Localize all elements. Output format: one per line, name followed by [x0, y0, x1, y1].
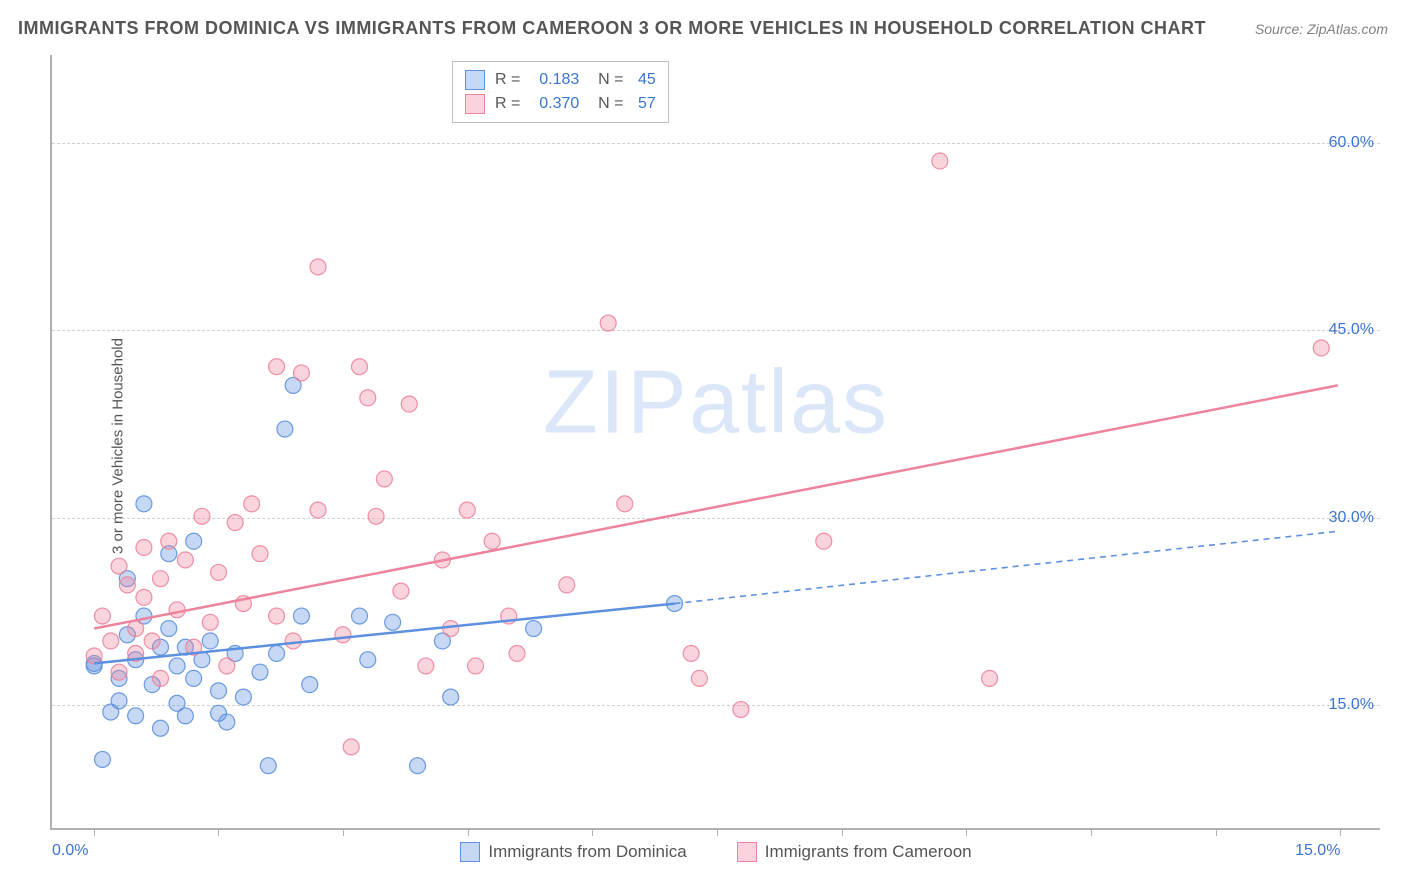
- x-tick: [218, 828, 219, 836]
- x-tick-label: 0.0%: [52, 842, 88, 860]
- chart-header: IMMIGRANTS FROM DOMINICA VS IMMIGRANTS F…: [18, 18, 1388, 39]
- x-tick: [966, 828, 967, 836]
- swatch-pink-icon: [737, 842, 757, 862]
- x-tick: [592, 828, 593, 836]
- x-tick: [1340, 828, 1341, 836]
- swatch-blue-icon: [465, 70, 485, 90]
- chart-title: IMMIGRANTS FROM DOMINICA VS IMMIGRANTS F…: [18, 18, 1206, 39]
- r-value-dominica: 0.183: [539, 68, 579, 92]
- legend-item-cameroon: Immigrants from Cameroon: [737, 842, 972, 862]
- r-label: R =: [495, 92, 529, 116]
- n-label: N =: [589, 68, 628, 92]
- x-tick: [842, 828, 843, 836]
- n-value-cameroon: 57: [638, 92, 656, 116]
- chart-source: Source: ZipAtlas.com: [1255, 21, 1388, 37]
- legend-label-cameroon: Immigrants from Cameroon: [765, 842, 972, 862]
- r-label: R =: [495, 68, 529, 92]
- correlation-legend: R = 0.183 N = 45 R = 0.370 N = 57: [452, 61, 669, 123]
- plot-area: ZIPatlas R = 0.183 N = 45 R = 0.370 N = …: [50, 55, 1380, 830]
- x-tick: [717, 828, 718, 836]
- x-tick: [1216, 828, 1217, 836]
- scatter-svg: [52, 55, 1380, 828]
- n-value-dominica: 45: [638, 68, 656, 92]
- x-tick: [343, 828, 344, 836]
- r-value-cameroon: 0.370: [539, 92, 579, 116]
- legend-label-dominica: Immigrants from Dominica: [488, 842, 686, 862]
- legend-row-dominica: R = 0.183 N = 45: [465, 68, 656, 92]
- swatch-pink-icon: [465, 94, 485, 114]
- legend-item-dominica: Immigrants from Dominica: [460, 842, 686, 862]
- x-tick: [468, 828, 469, 836]
- n-label: N =: [589, 92, 628, 116]
- x-tick: [94, 828, 95, 836]
- x-tick-label: 15.0%: [1295, 842, 1340, 860]
- x-tick: [1091, 828, 1092, 836]
- swatch-blue-icon: [460, 842, 480, 862]
- series-legend: Immigrants from Dominica Immigrants from…: [52, 842, 1380, 862]
- legend-row-cameroon: R = 0.370 N = 57: [465, 92, 656, 116]
